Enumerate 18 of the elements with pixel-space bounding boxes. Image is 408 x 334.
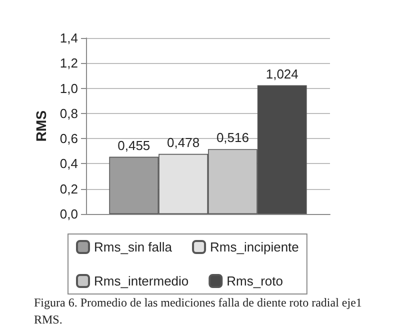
y-tick-label: 1,0 — [60, 80, 78, 96]
legend-label: Rms_roto — [226, 274, 284, 288]
y-tick-label: 0,0 — [60, 206, 78, 222]
y-axis-title: RMS — [33, 110, 49, 142]
legend-label: Rms_incipiente — [210, 240, 299, 254]
data-label: 0,516 — [216, 130, 249, 146]
legend-label: Rms_sin falla — [94, 240, 173, 254]
y-tick-label: 0,2 — [60, 181, 78, 196]
data-label: 0,478 — [167, 134, 200, 150]
y-tick-label: 1,4 — [60, 30, 78, 46]
y-tick-label: 1,2 — [60, 56, 78, 71]
y-tick-label: 0,8 — [60, 106, 78, 121]
text: Figura 6. Promedio de las mediciones falla de diente roto radial eje1 RMS. — [34, 296, 365, 326]
data-label: 1,024 — [266, 66, 298, 82]
y-tick-label: 0,4 — [60, 156, 78, 172]
y-tick-label: 0,6 — [60, 131, 78, 146]
data-label: 0,455 — [118, 138, 150, 153]
legend-label: Rms_intermedio — [94, 274, 189, 288]
